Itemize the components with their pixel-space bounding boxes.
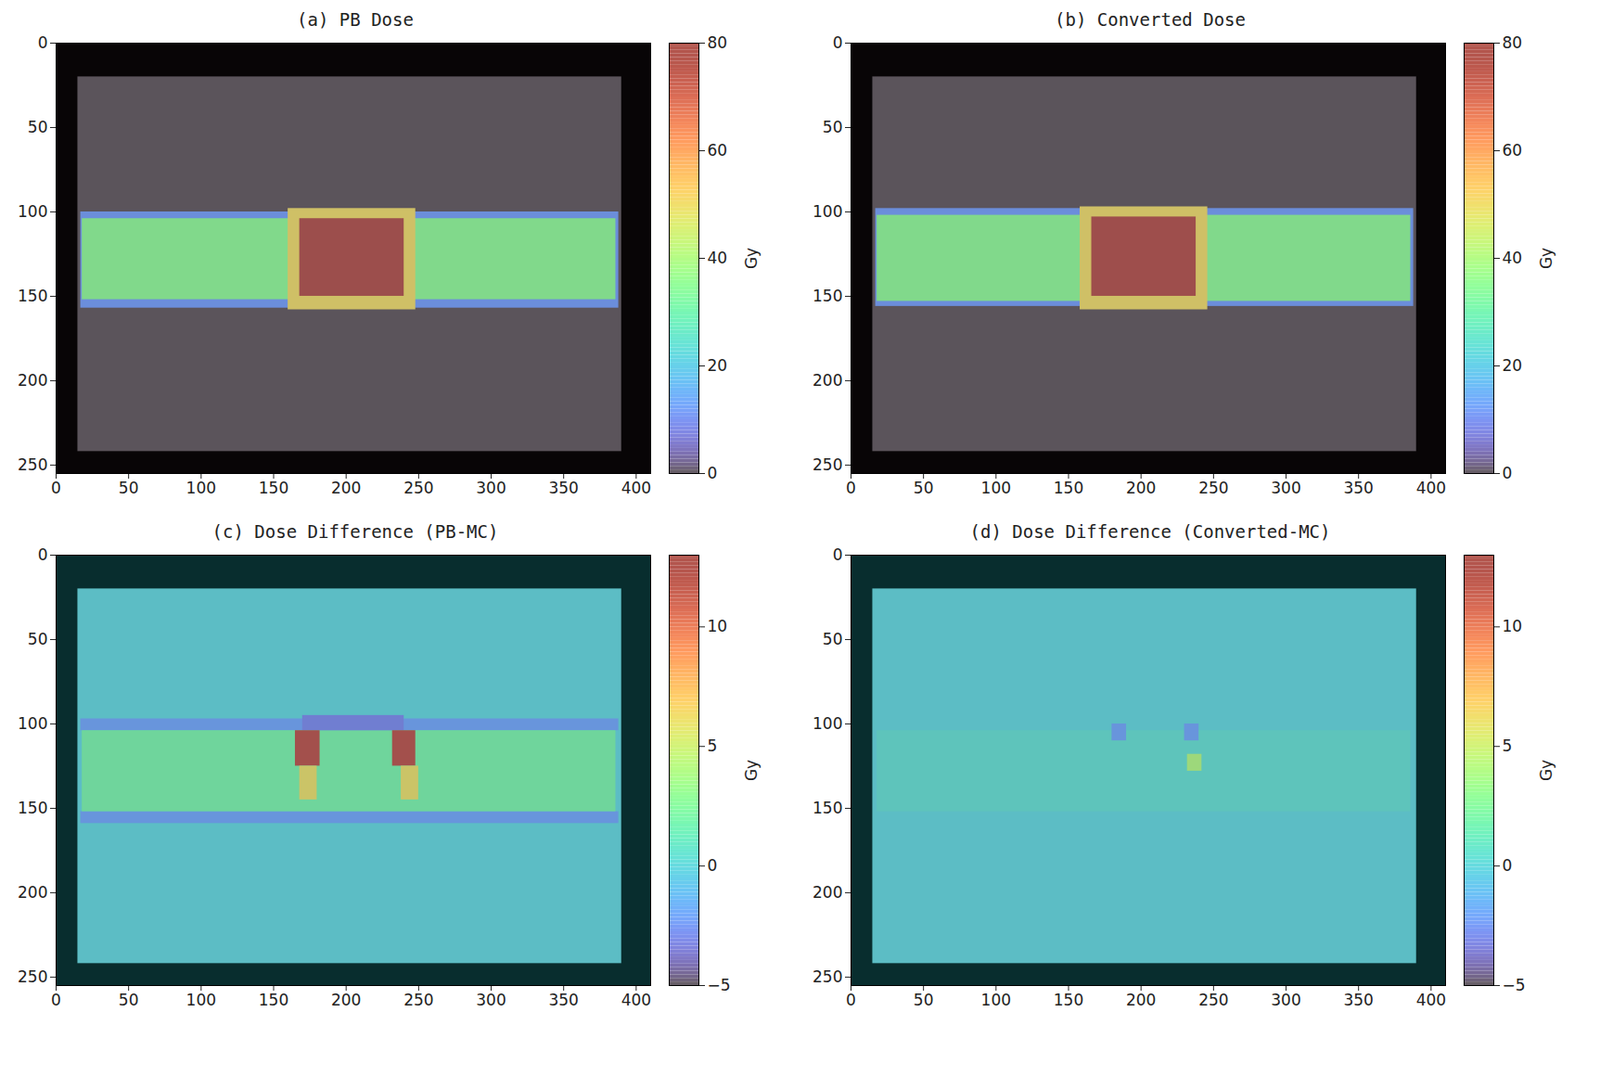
svg-text:0: 0 (845, 478, 857, 498)
svg-text:50: 50 (27, 629, 49, 649)
svg-text:350: 350 (548, 478, 578, 498)
svg-text:50: 50 (27, 117, 49, 137)
svg-text:50: 50 (822, 629, 844, 649)
html-text:(c) Dose Difference (PB-MC): (c) Dose Difference (PB-MC) (212, 521, 499, 542)
svg-text:300: 300 (1270, 990, 1301, 1010)
svg-text:0: 0 (707, 463, 718, 483)
svg-text:250: 250 (403, 478, 434, 498)
svg-text:400: 400 (621, 990, 652, 1010)
svg-text:0: 0 (1502, 856, 1513, 875)
svg-text:200: 200 (331, 478, 361, 498)
svg-text:150: 150 (17, 798, 48, 818)
svg-text:300: 300 (475, 478, 506, 498)
svg-text:Gy: Gy (742, 759, 761, 781)
svg-text:40: 40 (1502, 248, 1524, 268)
svg-text:50: 50 (118, 990, 140, 1010)
svg-text:100: 100 (981, 478, 1012, 498)
svg-text:150: 150 (258, 478, 289, 498)
svg-text:80: 80 (1502, 33, 1524, 52)
svg-text:0: 0 (38, 33, 49, 52)
svg-text:60: 60 (707, 140, 729, 160)
svg-text:250: 250 (17, 455, 48, 474)
svg-text:5: 5 (707, 736, 718, 756)
svg-text:0: 0 (38, 545, 49, 564)
svg-text:250: 250 (17, 967, 48, 986)
svg-text:Gy: Gy (742, 247, 761, 269)
svg-text:200: 200 (812, 883, 843, 902)
svg-text:50: 50 (118, 478, 140, 498)
svg-text:100: 100 (812, 714, 843, 733)
svg-text:400: 400 (1416, 478, 1447, 498)
svg-text:200: 200 (17, 883, 48, 902)
svg-text:50: 50 (913, 478, 935, 498)
svg-text:Gy: Gy (1536, 247, 1556, 269)
svg-text:10: 10 (1502, 616, 1524, 636)
svg-text:20: 20 (707, 356, 729, 375)
svg-text:200: 200 (1126, 990, 1156, 1010)
svg-text:100: 100 (981, 990, 1012, 1010)
svg-text:100: 100 (812, 202, 843, 221)
svg-text:−5: −5 (1502, 975, 1526, 995)
svg-text:300: 300 (475, 990, 506, 1010)
html-text:(a) PB Dose: (a) PB Dose (296, 9, 414, 30)
svg-text:350: 350 (548, 990, 578, 1010)
svg-text:100: 100 (186, 478, 217, 498)
svg-text:20: 20 (1502, 356, 1524, 375)
html-text:(b) Converted Dose: (b) Converted Dose (1054, 9, 1246, 30)
svg-text:50: 50 (822, 117, 844, 137)
html-text:(d) Dose Difference (Converted: (d) Dose Difference (Converted-MC) (969, 521, 1331, 542)
svg-text:−5: −5 (707, 975, 731, 995)
svg-text:60: 60 (1502, 140, 1524, 160)
svg-text:150: 150 (812, 286, 843, 306)
svg-text:150: 150 (17, 286, 48, 306)
svg-text:10: 10 (707, 616, 729, 636)
svg-text:0: 0 (1502, 463, 1513, 483)
svg-text:0: 0 (832, 33, 844, 52)
svg-text:150: 150 (258, 990, 289, 1010)
svg-text:250: 250 (1198, 478, 1229, 498)
svg-text:0: 0 (845, 990, 857, 1010)
svg-text:250: 250 (812, 455, 843, 474)
svg-text:400: 400 (621, 478, 652, 498)
svg-text:80: 80 (707, 33, 729, 52)
svg-text:5: 5 (1502, 736, 1513, 756)
svg-text:150: 150 (812, 798, 843, 818)
svg-text:150: 150 (1053, 990, 1084, 1010)
svg-text:250: 250 (812, 967, 843, 986)
svg-text:200: 200 (17, 371, 48, 390)
svg-text:150: 150 (1053, 478, 1084, 498)
svg-text:250: 250 (403, 990, 434, 1010)
svg-text:250: 250 (1198, 990, 1229, 1010)
svg-text:0: 0 (51, 478, 62, 498)
svg-text:200: 200 (1126, 478, 1156, 498)
svg-text:100: 100 (17, 202, 48, 221)
svg-text:0: 0 (707, 856, 718, 875)
svg-text:0: 0 (832, 545, 844, 564)
svg-text:200: 200 (331, 990, 361, 1010)
svg-text:300: 300 (1270, 478, 1301, 498)
svg-text:200: 200 (812, 371, 843, 390)
svg-text:Gy: Gy (1536, 759, 1556, 781)
svg-text:100: 100 (17, 714, 48, 733)
svg-text:100: 100 (186, 990, 217, 1010)
svg-text:0: 0 (51, 990, 62, 1010)
svg-text:50: 50 (913, 990, 935, 1010)
svg-text:350: 350 (1343, 478, 1373, 498)
svg-text:400: 400 (1416, 990, 1447, 1010)
svg-text:40: 40 (707, 248, 729, 268)
svg-text:350: 350 (1343, 990, 1373, 1010)
